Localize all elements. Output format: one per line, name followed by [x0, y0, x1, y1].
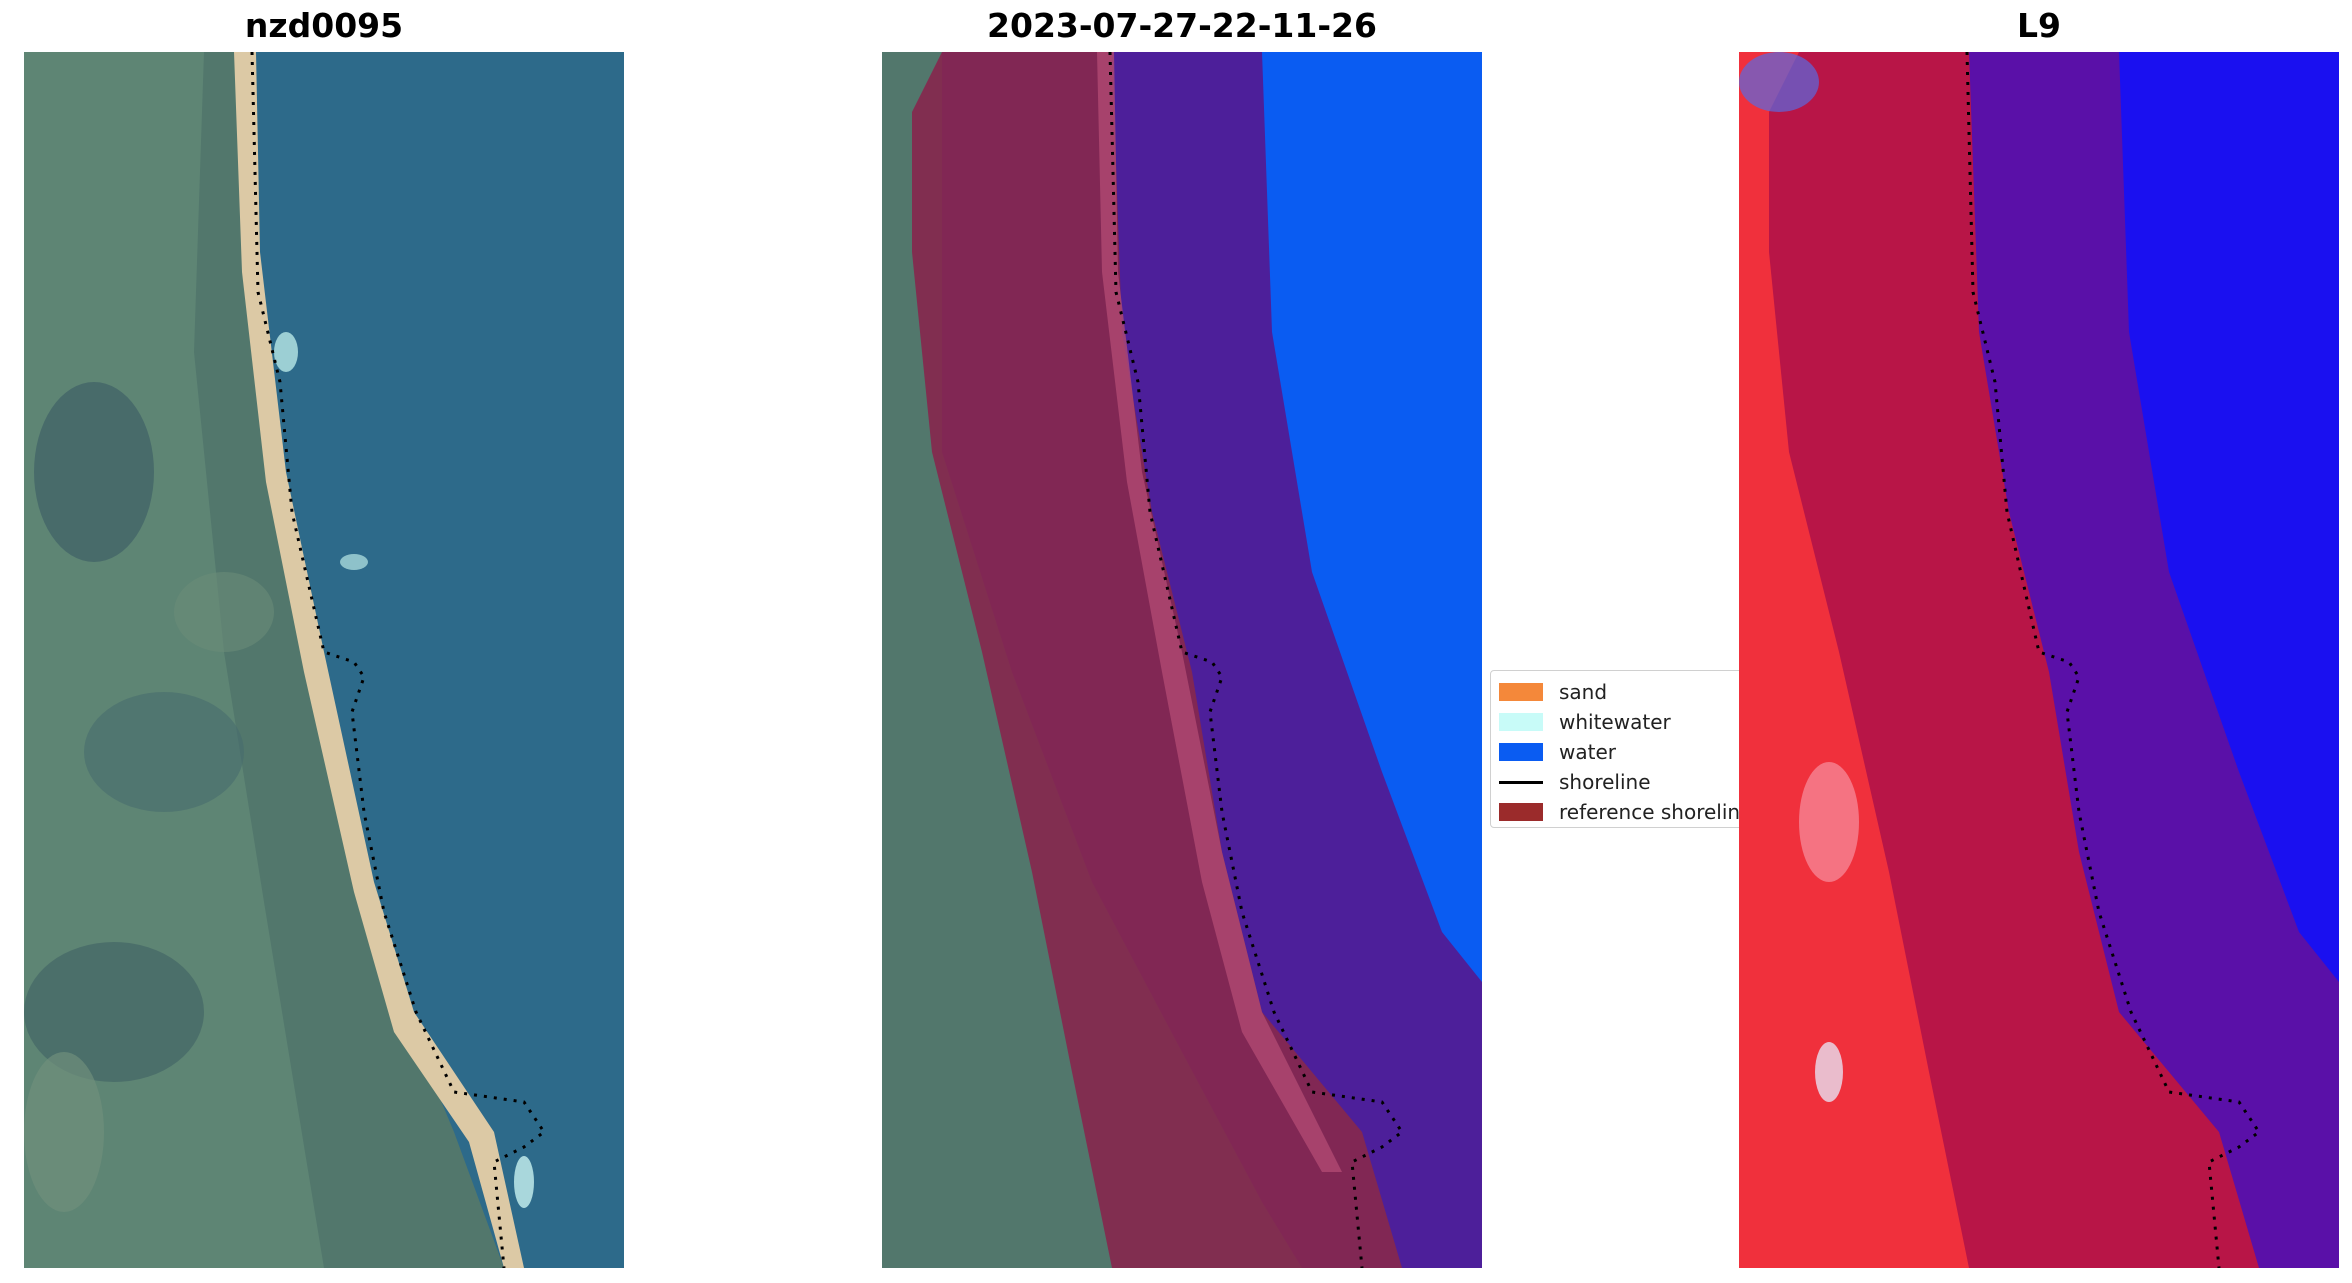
whitewater-swatch	[1499, 713, 1543, 731]
legend-label-water: water	[1559, 740, 1616, 764]
legend-label-shoreline: shoreline	[1559, 770, 1651, 794]
water-swatch	[1499, 743, 1543, 761]
sand-swatch	[1499, 683, 1543, 701]
legend-item-whitewater: whitewater	[1499, 707, 1741, 737]
rgb-satellite-image	[24, 52, 624, 1268]
panel-title-classification: 2023-07-27-22-11-26	[987, 6, 1377, 45]
legend: sand whitewater water shoreline referenc…	[1490, 670, 1752, 828]
shoreline-swatch	[1499, 780, 1543, 784]
panel-title-rgb: nzd0095	[244, 6, 404, 45]
classification-image	[882, 52, 1482, 1268]
reference-shoreline-swatch	[1499, 803, 1543, 821]
index-image-overlay	[1739, 51, 2339, 1269]
legend-item-shoreline: shoreline	[1499, 767, 1741, 797]
legend-item-sand: sand	[1499, 677, 1741, 707]
panel-title-index: L9	[2017, 6, 2061, 45]
legend-label-whitewater: whitewater	[1559, 710, 1671, 734]
legend-item-water: water	[1499, 737, 1741, 767]
legend-item-reference-shoreline: reference shoreline	[1499, 797, 1752, 827]
legend-label-sand: sand	[1559, 680, 1608, 704]
legend-label-reference-shoreline: reference shoreline	[1559, 800, 1753, 824]
